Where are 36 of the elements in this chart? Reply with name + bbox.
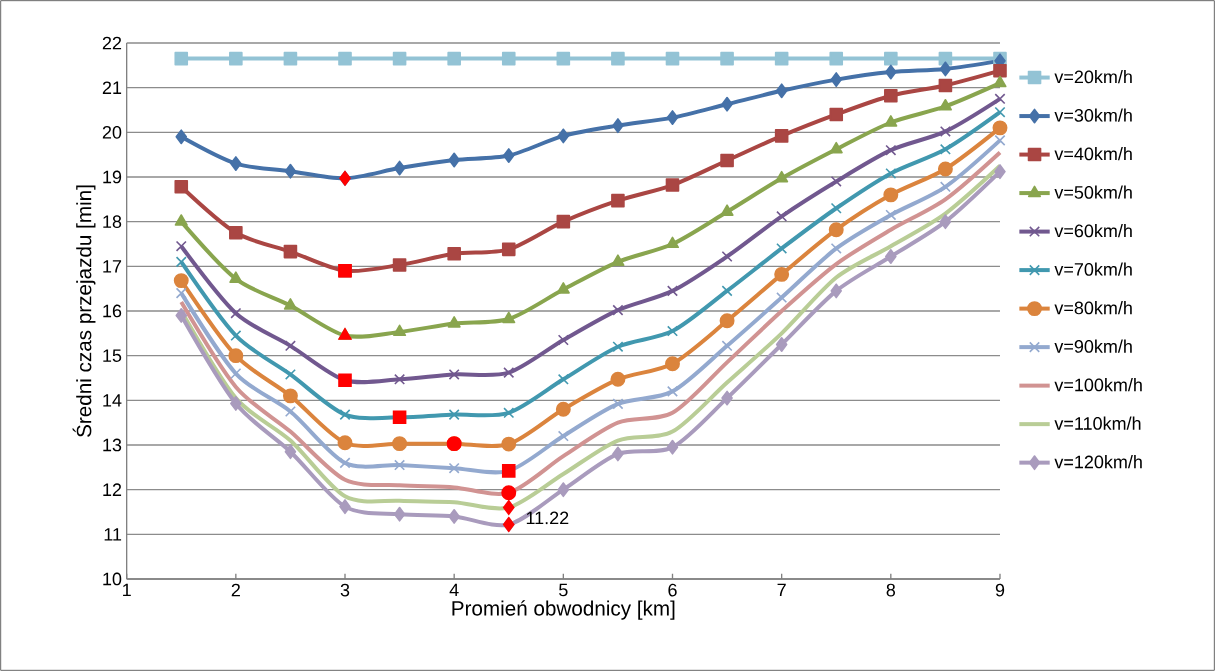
y-axis-title: Średni czas przejazdu [min] <box>72 185 96 437</box>
x-tick-label: 2 <box>231 583 240 597</box>
y-tick-label: 12 <box>103 483 122 496</box>
x-tick-label: 7 <box>777 583 786 597</box>
legend-label: v=90km/h <box>1054 339 1132 353</box>
x-tick-label: 4 <box>449 583 459 597</box>
legend-label: v=80km/h <box>1054 301 1132 315</box>
x-axis-title: Promień obwodnicy [km] <box>452 600 675 620</box>
legend-label: v=100km/h <box>1054 378 1142 392</box>
y-tick-label: 21 <box>102 81 122 94</box>
legend-label: v=110km/h <box>1054 416 1141 430</box>
y-tick-label: 22 <box>102 36 122 50</box>
legend-label: v=20km/h <box>1054 70 1132 84</box>
x-tick-label: 6 <box>668 583 677 597</box>
y-tick-label: 11 <box>104 528 122 541</box>
y-tick-label: 19 <box>103 170 122 184</box>
y-tick-label: 10 <box>103 572 122 586</box>
y-tick-label: 16 <box>103 304 122 318</box>
legend-label: v=70km/h <box>1054 262 1132 276</box>
x-tick-label: 3 <box>340 583 350 597</box>
x-tick-label: 9 <box>995 583 1005 597</box>
legend-label: v=120km/h <box>1054 455 1142 469</box>
x-tick-label: 1 <box>123 583 131 597</box>
x-tick-label: 5 <box>559 583 568 597</box>
annotation: 11.22 <box>526 511 569 525</box>
y-tick-label: 20 <box>102 125 122 139</box>
y-tick-label: 15 <box>103 349 122 362</box>
legend-label: v=50km/h <box>1054 185 1132 199</box>
legend-label: v=40km/h <box>1054 147 1132 161</box>
legend-label: v=60km/h <box>1054 224 1132 238</box>
y-tick-label: 13 <box>103 438 122 452</box>
legend-label: v=30km/h <box>1054 108 1132 122</box>
y-tick-label: 18 <box>103 215 122 229</box>
x-tick-label: 8 <box>886 583 896 597</box>
y-tick-label: 14 <box>103 394 122 407</box>
y-tick-label: 17 <box>103 260 122 273</box>
